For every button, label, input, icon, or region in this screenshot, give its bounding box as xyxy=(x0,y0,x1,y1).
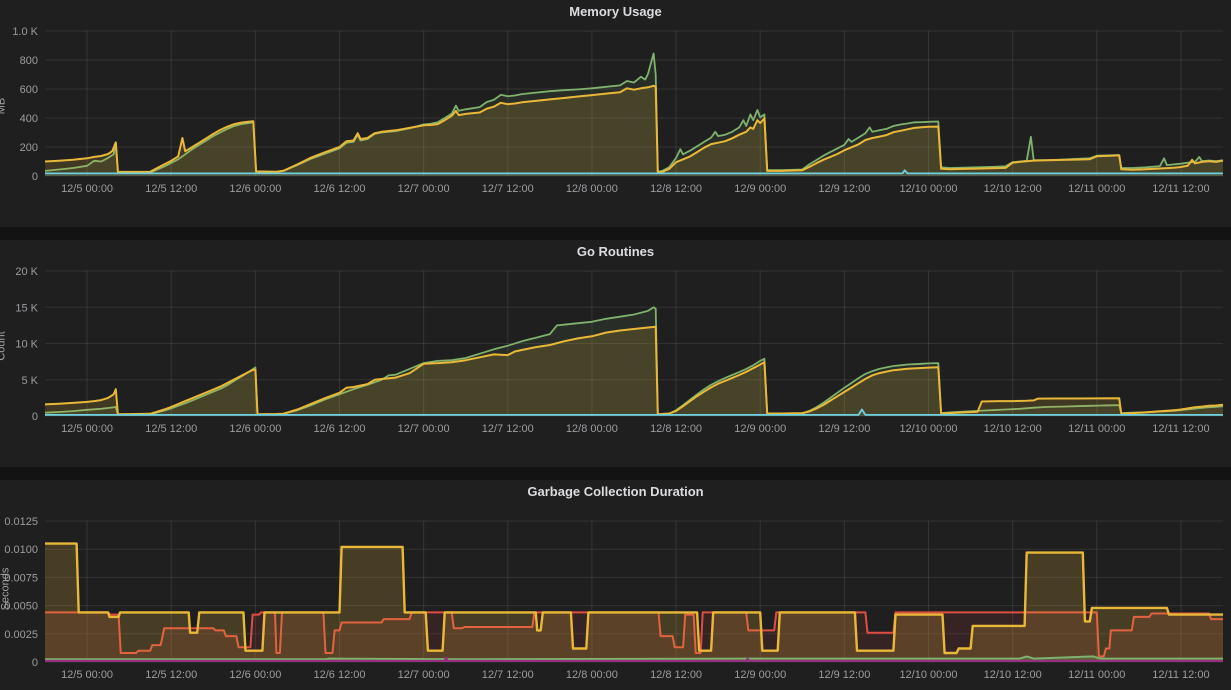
x-tick-label: 12/7 00:00 xyxy=(398,423,450,435)
y-tick-label: 0.0125 xyxy=(4,516,38,528)
x-tick-label: 12/11 00:00 xyxy=(1068,669,1125,681)
panel-go-routines: Go Routines Count 0 5 K 10 K 15 K 20 K 12/5 0… xyxy=(0,240,1231,467)
y-axis-label: Count xyxy=(0,331,8,361)
y-tick-label: 200 xyxy=(20,142,38,154)
x-tick-label: 12/5 12:00 xyxy=(145,183,197,195)
x-tick-label: 12/6 12:00 xyxy=(314,183,366,195)
x-tick-label: 12/7 12:00 xyxy=(482,669,534,681)
panel-title[interactable]: Garbage Collection Duration xyxy=(527,484,704,499)
y-tick-label: 15 K xyxy=(15,302,38,314)
x-tick-label: 12/6 00:00 xyxy=(229,183,281,195)
y-tick-label: 0 xyxy=(32,411,38,423)
x-tick-label: 12/5 00:00 xyxy=(61,423,113,435)
routines-yellow-line xyxy=(44,325,1224,416)
x-tick-label: 12/8 00:00 xyxy=(566,669,618,681)
y-tick-label: 600 xyxy=(20,84,38,96)
x-tick-label: 12/11 12:00 xyxy=(1152,669,1209,681)
x-tick-label: 12/6 12:00 xyxy=(314,423,366,435)
panel-title[interactable]: Memory Usage xyxy=(569,4,662,19)
x-tick-label: 12/8 00:00 xyxy=(566,183,618,195)
x-tick-label: 12/10 00:00 xyxy=(899,669,957,681)
y-tick-label: 400 xyxy=(20,113,38,125)
gc-green-line xyxy=(45,655,1223,661)
x-tick-label: 12/8 12:00 xyxy=(650,669,702,681)
x-tick-label: 12/7 12:00 xyxy=(482,423,534,435)
y-tick-label: 0 xyxy=(32,171,38,183)
y-tick-label: 20 K xyxy=(15,266,38,278)
y-tick-label: 0.0100 xyxy=(4,544,38,556)
gc-yellow-line xyxy=(45,542,1223,655)
x-tick-label: 12/10 00:00 xyxy=(899,183,957,195)
y-tick-label: 5 K xyxy=(21,375,38,387)
gc-red-area xyxy=(45,612,1223,662)
memory-usage-chart-canvas[interactable]: 0 200 400 600 800 1.0 K 12/5 00:00 12/5 12:00 12… xyxy=(0,0,1231,227)
y-tick-label: 0 xyxy=(32,657,38,669)
memory-yellow-area xyxy=(45,85,1223,176)
y-axis-label: MB xyxy=(0,97,8,115)
x-tick-label: 12/7 00:00 xyxy=(398,669,450,681)
x-tick-label: 12/10 12:00 xyxy=(984,423,1042,435)
panel-memory-usage: Memory Usage MB 0 200 400 600 800 1.0 K 12/5 0… xyxy=(0,0,1231,227)
x-tick-label: 12/9 00:00 xyxy=(734,183,786,195)
routines-cyan-line xyxy=(45,408,1223,416)
x-tick-label: 12/10 12:00 xyxy=(984,669,1042,681)
routines-yellow-area xyxy=(45,326,1223,416)
x-tick-label: 12/5 12:00 xyxy=(145,669,197,681)
go-routines-chart-canvas[interactable]: 0 5 K 10 K 15 K 20 K 12/5 00:00 12/5 12:00 12/6… xyxy=(0,240,1231,467)
y-tick-label: 0.0075 xyxy=(4,572,38,584)
x-tick-label: 12/7 00:00 xyxy=(398,183,450,195)
x-tick-label: 12/9 12:00 xyxy=(818,423,870,435)
x-tick-label: 12/5 12:00 xyxy=(145,423,197,435)
x-tick-label: 12/9 12:00 xyxy=(818,183,870,195)
panel-title[interactable]: Go Routines xyxy=(576,244,655,259)
gc-yellow-area xyxy=(45,543,1223,662)
y-tick-label: 800 xyxy=(20,55,38,67)
x-tick-label: 12/6 12:00 xyxy=(314,669,366,681)
gc-red-line xyxy=(45,611,1223,658)
x-tick-label: 12/8 12:00 xyxy=(650,183,702,195)
x-tick-label: 12/5 00:00 xyxy=(61,183,113,195)
gc-duration-chart-canvas[interactable]: 0 0.0025 0.0050 0.0075 0.0100 0.0125 12/5 00:0… xyxy=(0,480,1231,690)
x-tick-label: 12/11 00:00 xyxy=(1068,183,1125,195)
memory-green-area xyxy=(45,53,1223,176)
x-tick-label: 12/11 12:00 xyxy=(1152,183,1209,195)
x-tick-label: 12/5 00:00 xyxy=(61,669,113,681)
y-tick-label: 0.0050 xyxy=(4,601,38,613)
x-tick-label: 12/9 12:00 xyxy=(818,669,870,681)
x-tick-label: 12/8 12:00 xyxy=(650,423,702,435)
y-tick-label: 10 K xyxy=(15,339,38,351)
memory-cyan-line xyxy=(45,169,1223,175)
memory-cyan-area xyxy=(45,170,1223,176)
gc-purple-line xyxy=(45,656,1223,662)
x-tick-label: 12/8 00:00 xyxy=(566,423,618,435)
x-tick-label: 12/11 00:00 xyxy=(1068,423,1125,435)
x-tick-label: 12/11 12:00 xyxy=(1152,423,1209,435)
x-tick-label: 12/9 00:00 xyxy=(734,423,786,435)
x-tick-label: 12/10 00:00 xyxy=(899,423,957,435)
x-tick-label: 12/7 12:00 xyxy=(482,183,534,195)
y-tick-label: 1.0 K xyxy=(12,26,38,38)
x-tick-label: 12/10 12:00 xyxy=(984,183,1042,195)
panel-gc-duration: Garbage Collection Duration Seconds 0 0.0… xyxy=(0,480,1231,690)
routines-green-area xyxy=(45,307,1223,416)
y-axis-label: Seconds xyxy=(0,567,12,611)
x-tick-label: 12/6 00:00 xyxy=(229,669,281,681)
x-tick-label: 12/9 00:00 xyxy=(734,669,786,681)
x-tick-label: 12/6 00:00 xyxy=(229,423,281,435)
memory-yellow-line xyxy=(44,84,1224,174)
y-tick-label: 0.0025 xyxy=(4,629,38,641)
